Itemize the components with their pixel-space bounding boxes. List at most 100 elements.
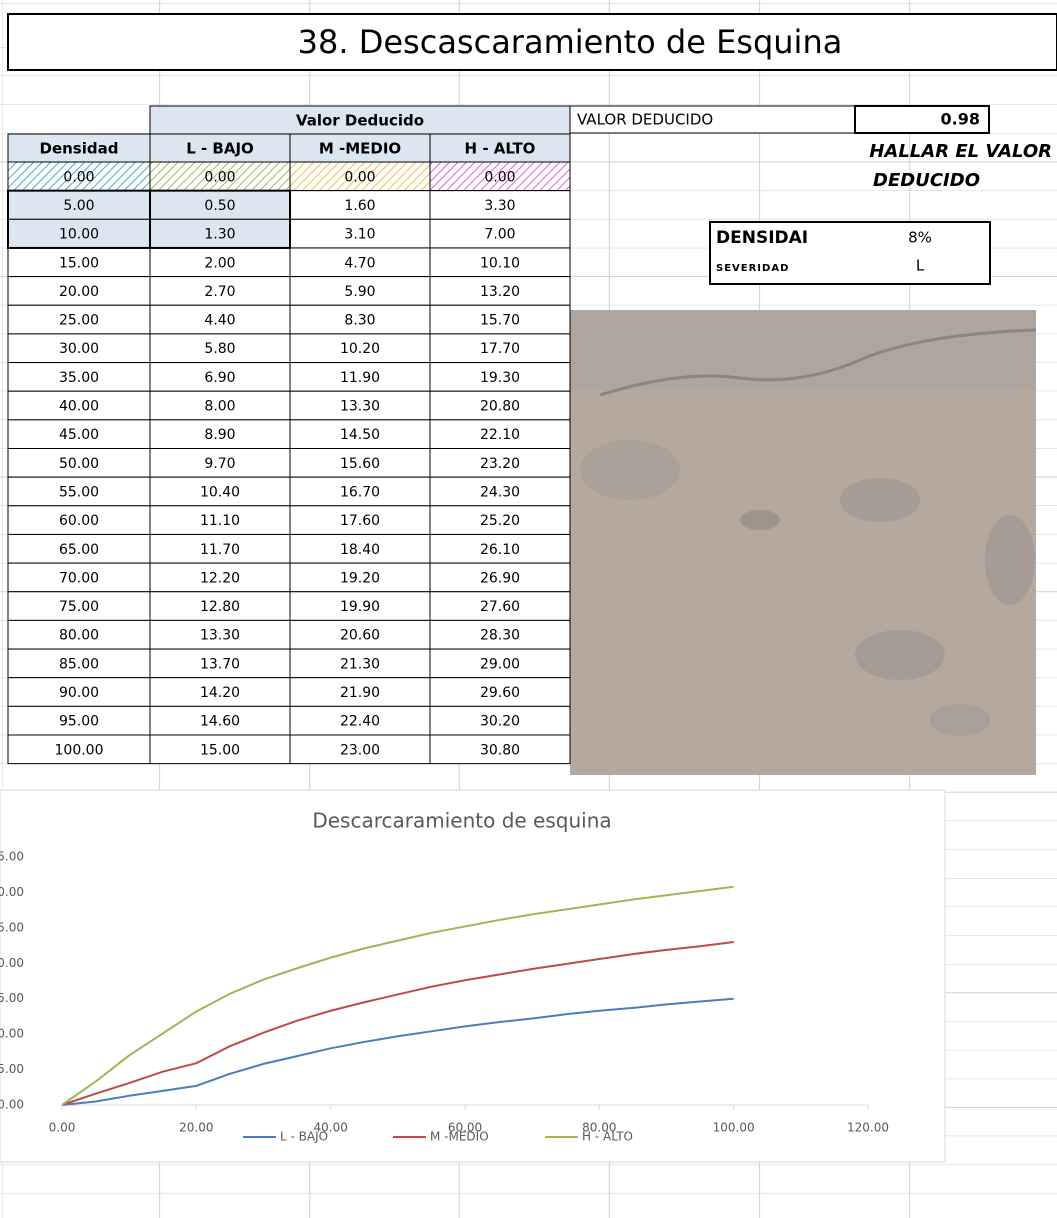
legend-label: L - BAJO <box>280 1130 328 1144</box>
severity-value: L <box>916 257 925 275</box>
cell-value: 25.00 <box>59 313 99 329</box>
cell-value: 21.30 <box>340 656 380 672</box>
cell-value: 8.00 <box>204 399 235 415</box>
cell-value: 22.40 <box>340 714 380 730</box>
cell-value: 40.00 <box>59 399 99 415</box>
cell-value: 26.10 <box>480 542 520 558</box>
cell-value: 19.30 <box>480 370 520 386</box>
cell-value: 7.00 <box>484 227 515 243</box>
density-label: DENSIDAI <box>716 228 808 248</box>
cell-value: 5.00 <box>63 198 94 214</box>
y-tick-label: 35.00 <box>0 850 24 864</box>
spreadsheet: 38. Descascaramiento de Esquina VALOR DE… <box>0 0 1057 1218</box>
cell-value: 23.00 <box>340 742 380 758</box>
x-tick-label: 0.00 <box>49 1121 76 1135</box>
y-tick-label: 30.00 <box>0 885 24 899</box>
cell-value: 30.20 <box>480 714 520 730</box>
cell-value: 0.00 <box>204 169 235 185</box>
cell-value: 60.00 <box>59 513 99 529</box>
cell-value: 50.00 <box>59 456 99 472</box>
cell-value: 26.90 <box>480 570 520 586</box>
y-tick-label: 20.00 <box>0 956 24 970</box>
cell-value: 70.00 <box>59 570 99 586</box>
cell-value: 4.70 <box>344 255 375 271</box>
cell-value: 14.60 <box>200 714 240 730</box>
cell-value: 2.00 <box>204 255 235 271</box>
legend-label: M -MEDIO <box>430 1130 489 1144</box>
cell-value: 17.60 <box>340 513 380 529</box>
cell-value: 95.00 <box>59 714 99 730</box>
cell-value: 6.90 <box>204 370 235 386</box>
cell-value: 13.30 <box>340 399 380 415</box>
cell-value: 25.20 <box>480 513 520 529</box>
cell-value: 75.00 <box>59 599 99 615</box>
cell-value: 18.40 <box>340 542 380 558</box>
cell-value: 14.50 <box>340 427 380 443</box>
x-tick-label: 120.00 <box>847 1121 889 1135</box>
cell-value: 45.00 <box>59 427 99 443</box>
cell-value: 15.00 <box>59 255 99 271</box>
cell-value: 29.60 <box>480 685 520 701</box>
cell-value: 35.00 <box>59 370 99 386</box>
cell-value: 3.30 <box>484 198 515 214</box>
cell-value: 14.20 <box>200 685 240 701</box>
cell-value: 0.00 <box>344 169 375 185</box>
cell-value: 13.20 <box>480 284 520 300</box>
cell-value: 29.00 <box>480 656 520 672</box>
cell-value: 28.30 <box>480 628 520 644</box>
cell-value: 20.80 <box>480 399 520 415</box>
cell-value: 3.10 <box>344 227 375 243</box>
cell-value: 13.30 <box>200 628 240 644</box>
cell-value: 5.90 <box>344 284 375 300</box>
cell-value: 22.10 <box>480 427 520 443</box>
cell-value: 1.60 <box>344 198 375 214</box>
cell-value: 10.20 <box>340 341 380 357</box>
cell-value: 85.00 <box>59 656 99 672</box>
y-tick-label: 10.00 <box>0 1027 24 1041</box>
cell-value: 5.80 <box>204 341 235 357</box>
cell-value: 11.70 <box>200 542 240 558</box>
cell-value: 19.20 <box>340 570 380 586</box>
cell-value: 10.00 <box>59 227 99 243</box>
cell-value: 24.30 <box>480 484 520 500</box>
cell-value: 8.30 <box>344 313 375 329</box>
y-tick-label: 5.00 <box>0 1062 24 1076</box>
cell-value: 55.00 <box>59 484 99 500</box>
cell-value: 65.00 <box>59 542 99 558</box>
cell-value: 90.00 <box>59 685 99 701</box>
chart-frame <box>0 790 945 1162</box>
cell-value: 0.00 <box>484 169 515 185</box>
pavement-photo <box>570 310 1036 775</box>
cell-value: 21.90 <box>340 685 380 701</box>
cell-value: 19.90 <box>340 599 380 615</box>
legend-label: H - ALTO <box>582 1130 633 1144</box>
x-tick-label: 20.00 <box>179 1121 213 1135</box>
sheet-canvas: 38. Descascaramiento de Esquina VALOR DE… <box>0 0 1057 1218</box>
column-header: Densidad <box>40 140 119 158</box>
cell-value: 12.20 <box>200 570 240 586</box>
cell-value: 15.60 <box>340 456 380 472</box>
instruction-line: HALLAR EL VALOR <box>869 141 1052 162</box>
cell-value: 27.60 <box>480 599 520 615</box>
cell-value: 16.70 <box>340 484 380 500</box>
y-tick-label: 0.00 <box>0 1098 24 1112</box>
cell-value: 10.10 <box>480 255 520 271</box>
cell-value: 15.00 <box>200 742 240 758</box>
cell-value: 1.30 <box>204 227 235 243</box>
cell-value: 10.40 <box>200 484 240 500</box>
cell-value: 13.70 <box>200 656 240 672</box>
cell-value: 12.80 <box>200 599 240 615</box>
cell-value: 8.90 <box>204 427 235 443</box>
x-tick-label: 100.00 <box>713 1121 755 1135</box>
cell-value: 4.40 <box>204 313 235 329</box>
cell-value: 30.80 <box>480 742 520 758</box>
cell-value: 2.70 <box>204 284 235 300</box>
column-header: H - ALTO <box>465 140 536 158</box>
column-header: M -MEDIO <box>319 140 401 158</box>
cell-value: 11.10 <box>200 513 240 529</box>
cell-value: 0.00 <box>63 169 94 185</box>
result-label: VALOR DEDUCIDO <box>577 111 713 129</box>
cell-value: 11.90 <box>340 370 380 386</box>
y-tick-label: 15.00 <box>0 991 24 1005</box>
cell-value: 20.60 <box>340 628 380 644</box>
